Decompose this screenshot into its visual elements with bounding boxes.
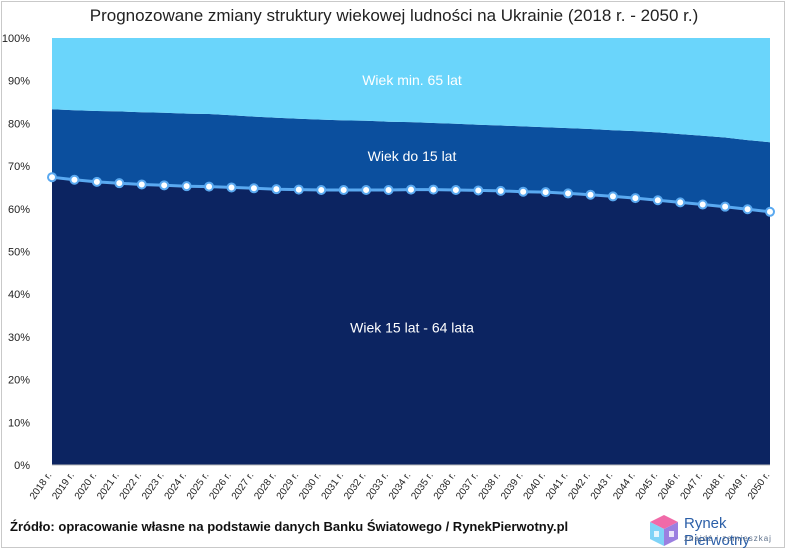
x-tick-label: 2029 r. [275,470,302,501]
x-tick-label: 2027 r. [230,470,257,501]
x-tick-label: 2020 r. [73,470,100,501]
working-age-point [226,182,237,193]
working-age-point [540,187,551,198]
x-tick-label: 2037 r. [454,470,481,501]
x-tick-label: 2047 r. [679,470,706,501]
y-tick-label: 60% [8,204,30,216]
logo-name: Rynek Pierwotny [684,515,750,549]
x-tick-label: 2022 r. [118,470,145,501]
y-tick-label: 100% [2,33,30,45]
working-age-point [675,197,686,208]
working-age-point [495,185,506,196]
working-age-point [204,181,215,192]
working-age-point [742,204,753,215]
working-age-point [338,185,349,196]
working-age-point [47,172,57,183]
x-tick-label: 2030 r. [297,470,324,501]
x-tick-label: 2039 r. [499,470,526,501]
x-tick-label: 2019 r. [50,470,77,501]
logo-tagline: znajdź i zamieszkaj [684,534,772,543]
y-tick-label: 0% [14,460,30,472]
x-tick-label: 2035 r. [409,470,436,501]
x-tick-label: 2045 r. [634,470,661,501]
working-age-point [91,176,102,187]
x-tick-label: 2043 r. [589,470,616,501]
working-age-point [383,185,394,196]
x-tick-label: 2026 r. [207,470,234,501]
working-age-point [271,184,282,195]
y-tick-label: 20% [8,375,30,387]
working-age-point [69,174,80,185]
area-over-65 [52,38,770,143]
x-tick-label: 2032 r. [342,470,369,501]
x-tick-label: 2048 r. [701,470,728,501]
working-age-point [159,180,170,191]
working-age-point [450,185,461,196]
y-tick-label: 40% [8,289,30,301]
working-age-point [630,193,641,204]
x-tick-label: 2046 r. [656,470,683,501]
y-tick-label: 10% [8,417,30,429]
x-tick-label: 2040 r. [522,470,549,501]
x-tick-label: 2042 r. [566,470,593,501]
logo-cube-icon [650,515,678,546]
x-tick-label: 2024 r. [163,470,190,501]
working-age-point [652,195,663,206]
y-tick-label: 50% [8,247,30,259]
x-tick-label: 2031 r. [320,470,347,501]
x-tick-label: 2038 r. [477,470,504,501]
working-age-point [361,185,372,196]
working-age-point [406,184,416,195]
series-label: Wiek 15 lat - 64 lata [350,319,474,335]
working-age-point [473,185,484,196]
y-tick-label: 80% [8,118,30,130]
y-tick-label: 90% [8,76,30,88]
x-tick-label: 2034 r. [387,470,414,501]
x-tick-label: 2036 r. [432,470,459,501]
chart-title: Prognozowane zmiany struktury wiekowej l… [89,6,699,25]
working-age-point [720,201,731,212]
working-age-point [563,188,574,199]
working-age-point [518,186,529,197]
y-tick-label: 70% [8,161,30,173]
x-tick-label: 2044 r. [611,470,638,501]
working-age-point [114,178,125,189]
series-label: Wiek min. 65 lat [362,72,462,88]
x-tick-label: 2049 r. [723,470,750,501]
working-age-point [316,185,327,196]
x-tick-label: 2021 r. [95,470,122,501]
source-note: Źródło: opracowanie własne na podstawie … [10,519,569,534]
x-tick-label: 2018 r. [28,470,55,501]
rynek-pierwotny-logo: Rynek Pierwotny znajdź i zamieszkaj [648,514,784,549]
working-age-point [181,181,192,192]
working-age-point [136,179,147,190]
x-tick-label: 2033 r. [364,470,391,501]
working-age-point [765,206,775,217]
x-tick-label: 2023 r. [140,470,167,501]
working-age-point [428,184,439,195]
working-age-point [697,199,708,210]
working-age-point [293,184,304,195]
working-age-point [248,183,259,194]
x-tick-label: 2028 r. [252,470,279,501]
area-working-age [52,177,770,465]
x-tick-label: 2041 r. [544,470,571,501]
x-tick-label: 2050 r. [746,470,773,501]
working-age-point [585,189,596,200]
series-label: Wiek do 15 lat [368,148,457,164]
x-tick-label: 2025 r. [185,470,212,501]
y-tick-label: 30% [8,332,30,344]
working-age-point [607,191,618,202]
